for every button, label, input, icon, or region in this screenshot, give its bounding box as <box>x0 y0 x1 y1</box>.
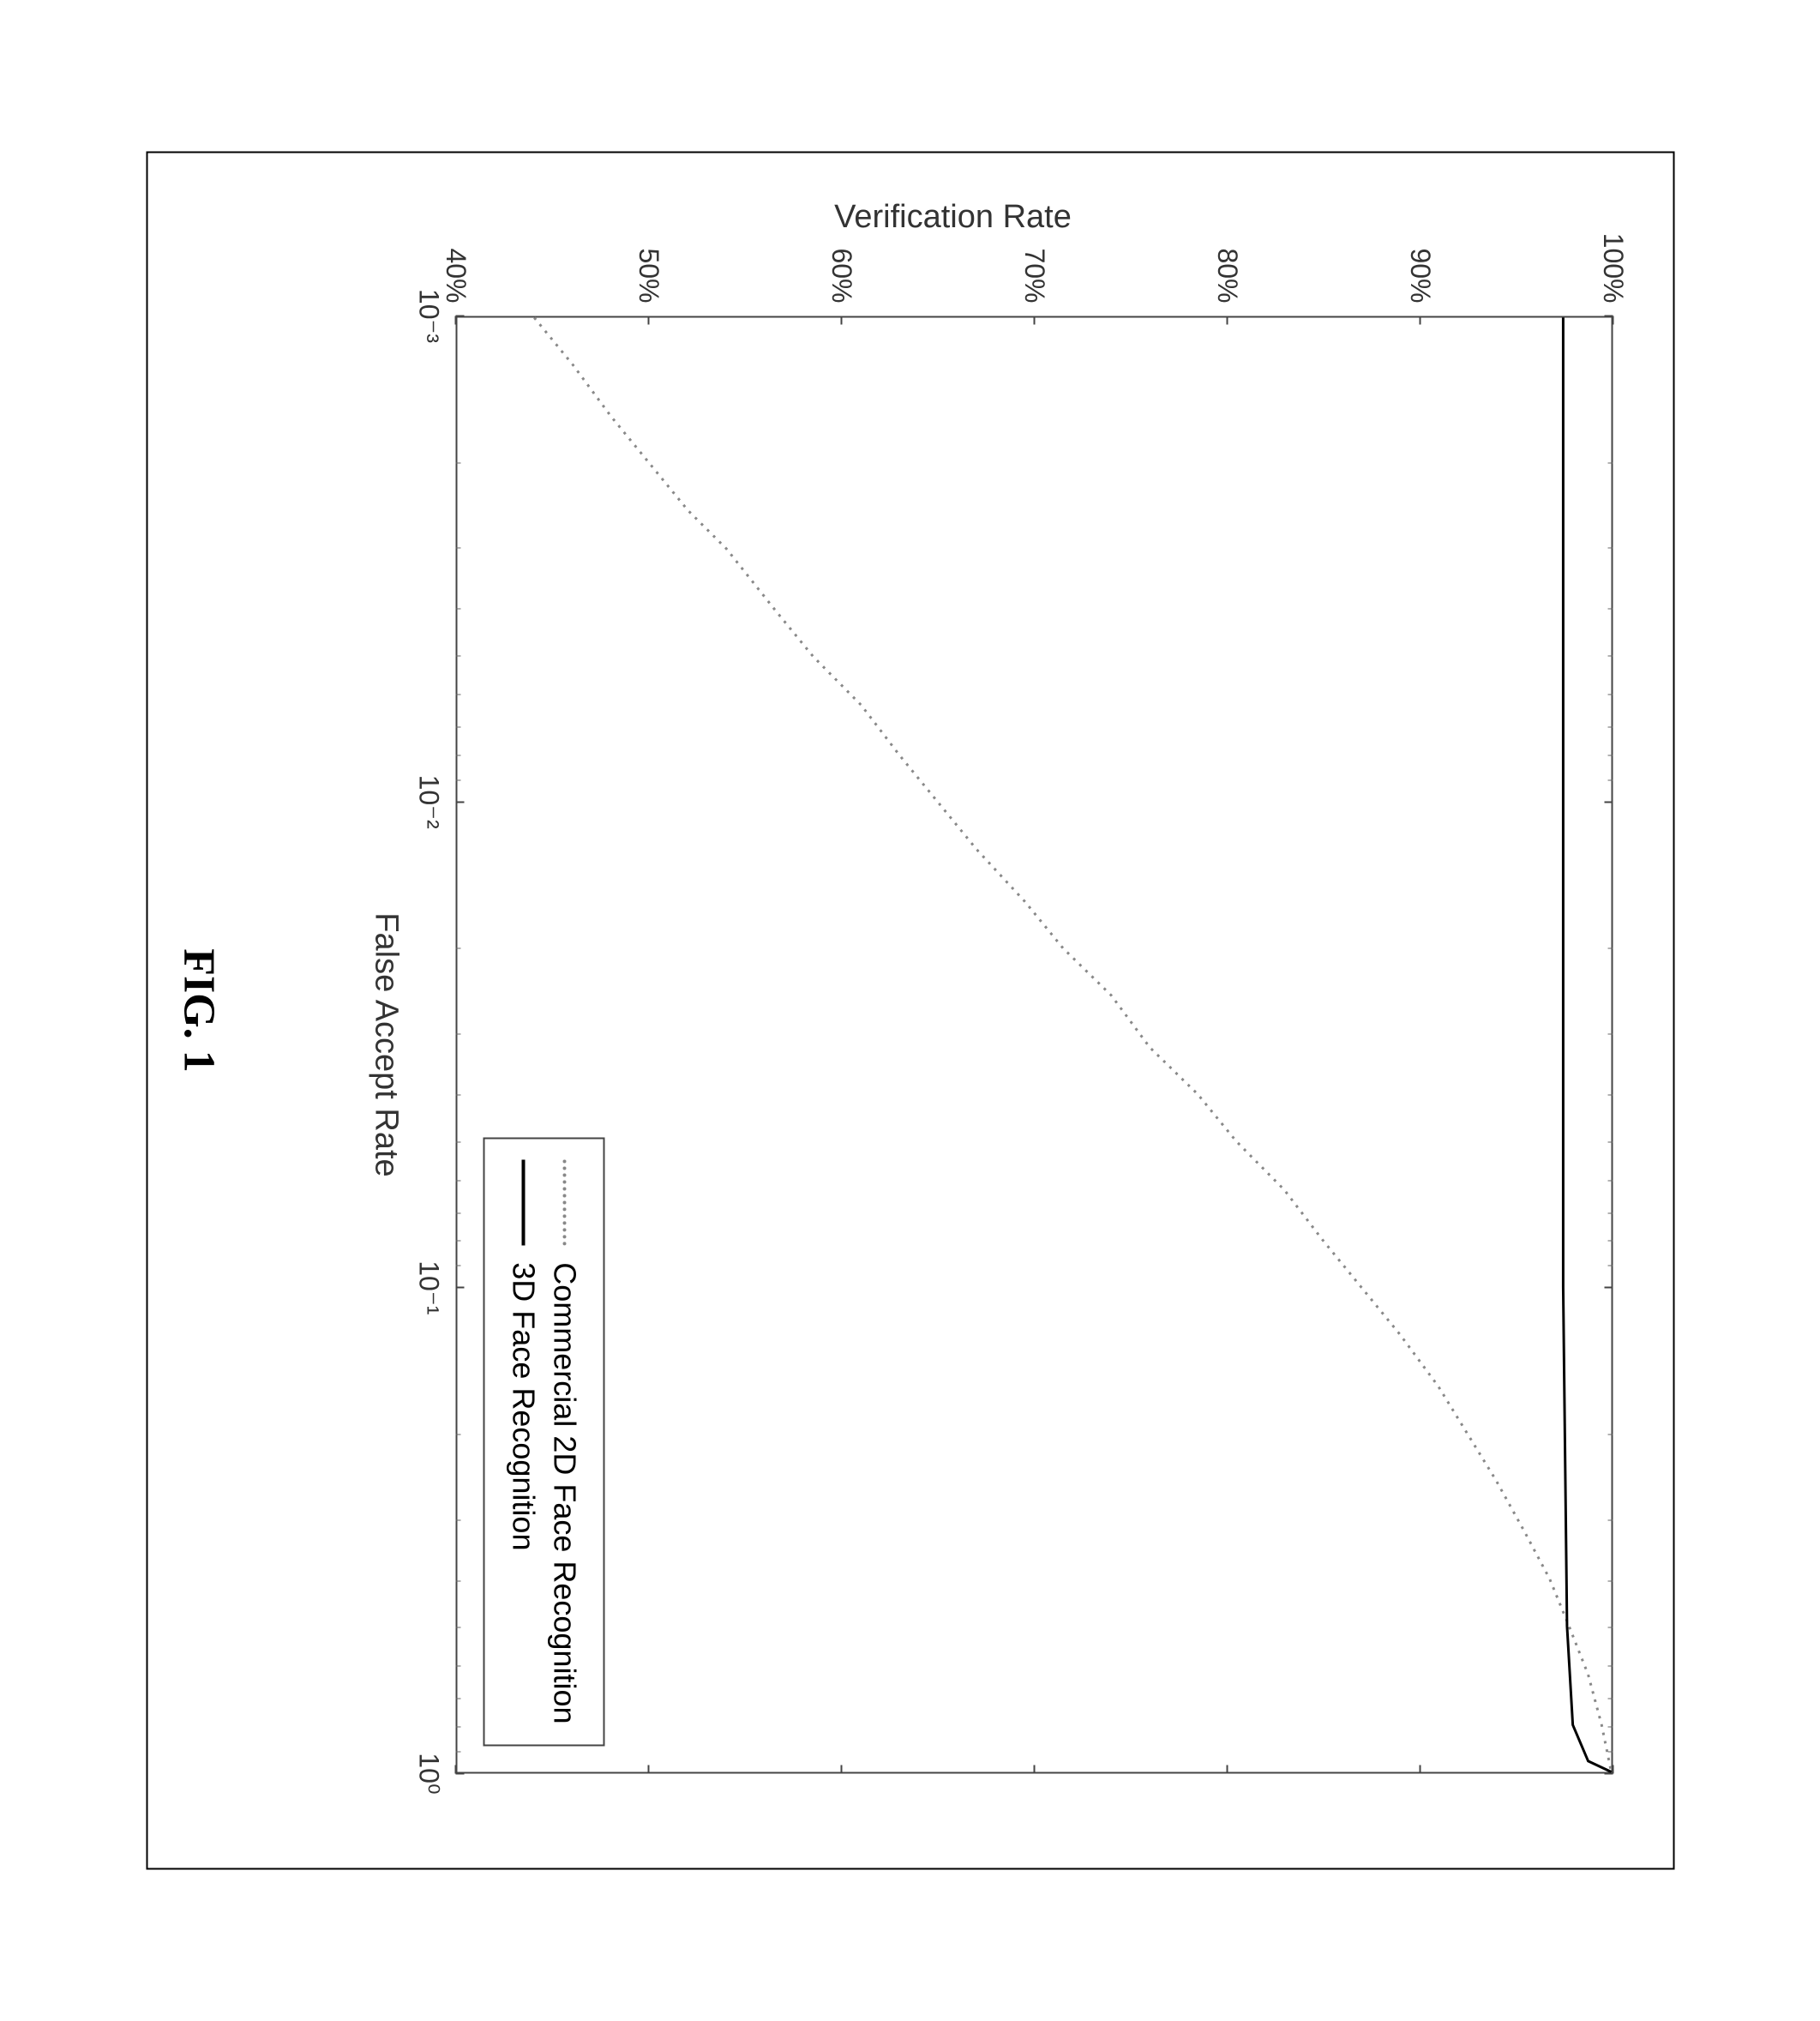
tick-mark-icon <box>455 801 464 803</box>
minor-tick-icon <box>1607 1141 1613 1142</box>
tick-mark-icon <box>647 1765 649 1774</box>
x-axis-label: False Accept Rate <box>367 912 404 1176</box>
minor-tick-icon <box>1607 548 1613 549</box>
minor-tick-icon <box>1607 1180 1613 1181</box>
minor-tick-icon <box>1607 1519 1613 1520</box>
y-tick-label: 70% <box>1018 196 1050 304</box>
minor-tick-icon <box>1607 1434 1613 1435</box>
y-tick-label: 90% <box>1404 196 1436 304</box>
legend-swatch-solid-icon <box>521 1159 525 1245</box>
tick-mark-icon <box>840 316 842 325</box>
series-line <box>1563 318 1611 1772</box>
minor-tick-icon <box>1607 656 1613 657</box>
tick-mark-icon <box>1604 1773 1613 1775</box>
chart-legend: Commercial 2D Face Recognition 3D Face R… <box>483 1137 604 1746</box>
minor-tick-icon <box>455 1180 460 1181</box>
minor-tick-icon <box>1607 1627 1613 1628</box>
legend-item-2d: Commercial 2D Face Recognition <box>546 1159 582 1723</box>
tick-mark-icon <box>1419 316 1421 325</box>
y-tick-label: 40% <box>440 196 472 304</box>
minor-tick-icon <box>455 1627 460 1628</box>
minor-tick-icon <box>455 462 460 463</box>
chart-lines-svg <box>457 318 1611 1772</box>
minor-tick-icon <box>455 1241 460 1242</box>
minor-tick-icon <box>1607 726 1613 727</box>
minor-tick-icon <box>1607 1212 1613 1213</box>
y-tick-label: 60% <box>826 196 857 304</box>
tick-mark-icon <box>1612 316 1613 325</box>
series-line <box>534 318 1611 1772</box>
legend-item-3d: 3D Face Recognition <box>505 1159 541 1723</box>
minor-tick-icon <box>455 1434 460 1435</box>
minor-tick-icon <box>1607 948 1613 949</box>
roc-chart: Verification Rate Commercial 2D Face Rec… <box>267 196 1638 1826</box>
minor-tick-icon <box>1607 694 1613 695</box>
minor-tick-icon <box>1607 1727 1613 1728</box>
tick-mark-icon <box>455 1287 464 1289</box>
minor-tick-icon <box>455 948 460 949</box>
tick-mark-icon <box>647 316 649 325</box>
tick-mark-icon <box>1226 1765 1228 1774</box>
minor-tick-icon <box>455 609 460 610</box>
minor-tick-icon <box>1607 1034 1613 1035</box>
y-tick-label: 100% <box>1597 196 1629 304</box>
tick-mark-icon <box>840 1765 842 1774</box>
y-tick-label: 80% <box>1211 196 1243 304</box>
tick-mark-icon <box>1033 316 1035 325</box>
minor-tick-icon <box>455 1141 460 1142</box>
minor-tick-icon <box>455 1212 460 1213</box>
minor-tick-icon <box>455 1094 460 1095</box>
minor-tick-icon <box>1607 779 1613 780</box>
minor-tick-icon <box>455 726 460 727</box>
tick-mark-icon <box>1419 1765 1421 1774</box>
tick-mark-icon <box>455 1773 464 1775</box>
minor-tick-icon <box>1607 1666 1613 1667</box>
tick-mark-icon <box>454 316 456 325</box>
minor-tick-icon <box>455 1727 460 1728</box>
minor-tick-icon <box>455 1580 460 1581</box>
figure-frame: Verification Rate Commercial 2D Face Rec… <box>146 152 1674 1870</box>
tick-mark-icon <box>1604 801 1613 803</box>
y-tick-label: 50% <box>633 196 664 304</box>
minor-tick-icon <box>455 779 460 780</box>
plot-area: Commercial 2D Face Recognition 3D Face R… <box>455 316 1613 1774</box>
minor-tick-icon <box>1607 1241 1613 1242</box>
minor-tick-icon <box>455 1034 460 1035</box>
tick-mark-icon <box>1604 316 1613 317</box>
minor-tick-icon <box>1607 1752 1613 1753</box>
tick-mark-icon <box>455 316 464 317</box>
x-tick-label: 10⁻³ <box>412 289 445 343</box>
minor-tick-icon <box>1607 462 1613 463</box>
minor-tick-icon <box>1607 1580 1613 1581</box>
legend-swatch-dotted-icon <box>562 1159 566 1245</box>
figure-caption: FIG. 1 <box>173 196 224 1826</box>
minor-tick-icon <box>1607 1094 1613 1095</box>
x-tick-label: 10⁻¹ <box>412 1260 445 1314</box>
rotated-figure-container: Verification Rate Commercial 2D Face Rec… <box>146 152 1674 1870</box>
tick-mark-icon <box>1604 1287 1613 1289</box>
minor-tick-icon <box>455 548 460 549</box>
minor-tick-icon <box>455 1666 460 1667</box>
legend-label-2d: Commercial 2D Face Recognition <box>546 1262 582 1723</box>
x-tick-label: 10⁰ <box>412 1753 445 1794</box>
minor-tick-icon <box>455 1519 460 1520</box>
minor-tick-icon <box>455 694 460 695</box>
tick-mark-icon <box>1226 316 1228 325</box>
minor-tick-icon <box>1607 609 1613 610</box>
minor-tick-icon <box>455 656 460 657</box>
tick-mark-icon <box>1033 1765 1035 1774</box>
minor-tick-icon <box>455 1752 460 1753</box>
legend-label-3d: 3D Face Recognition <box>505 1262 541 1550</box>
x-tick-label: 10⁻² <box>412 775 445 829</box>
